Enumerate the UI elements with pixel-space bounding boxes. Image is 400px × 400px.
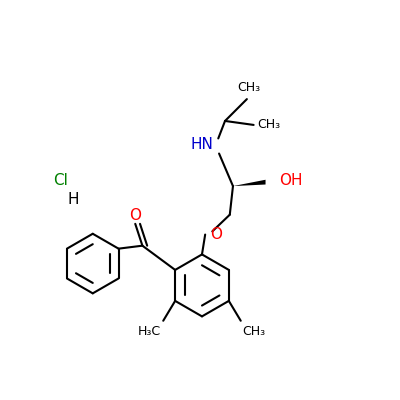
Text: CH₃: CH₃ <box>237 82 260 94</box>
Text: CH₃: CH₃ <box>257 118 280 132</box>
Text: HN: HN <box>190 137 213 152</box>
Polygon shape <box>233 180 266 186</box>
Text: Cl: Cl <box>54 173 68 188</box>
Text: OH: OH <box>280 173 303 188</box>
Text: O: O <box>129 208 141 222</box>
Text: CH₃: CH₃ <box>243 325 266 338</box>
Text: H: H <box>67 192 79 208</box>
Text: H₃C: H₃C <box>138 325 161 338</box>
Text: O: O <box>210 227 222 242</box>
